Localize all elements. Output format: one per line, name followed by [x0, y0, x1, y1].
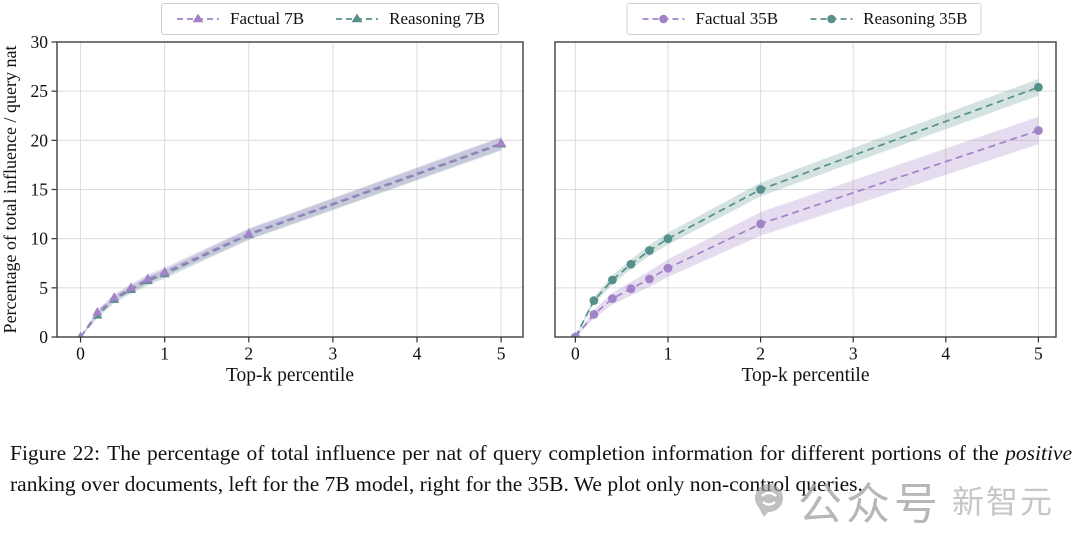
factual-7b-markers	[77, 137, 507, 337]
figure-caption-text-after: ranking over documents, left for the 7B …	[10, 472, 863, 496]
reasoning-7b-confidence-band	[80, 137, 502, 337]
factual-35b-confidence-band	[575, 116, 1039, 337]
svg-text:2: 2	[244, 344, 253, 364]
series-layer	[570, 78, 1043, 337]
legend-item-reasoning-35b: Reasoning 35B	[808, 9, 968, 29]
factual-35b-line	[574, 129, 1039, 337]
svg-text:20: 20	[31, 130, 49, 150]
svg-text:5: 5	[1034, 344, 1043, 364]
legend-item-factual-7b: Factual 7B	[175, 9, 304, 29]
svg-text:15: 15	[31, 180, 49, 200]
plot-35b: 0 1 2 3 4 5 Top-k percentile	[554, 41, 1057, 386]
factual-7b-line	[79, 142, 502, 337]
plot-7b: 0 1 2 3 4 5 0 5 10 15 20 25 30 Top-k percentile Percen…	[0, 32, 524, 386]
series-layer	[77, 136, 507, 337]
svg-text:5: 5	[39, 278, 48, 298]
svg-text:0: 0	[76, 344, 85, 364]
figure-caption-italic-word: positive	[1005, 441, 1072, 465]
svg-text:4: 4	[941, 344, 950, 364]
figure-charts-row: Factual 7B Reasoning 7B 0 1 2 3 4 5 0 5 10 15 20 25…	[0, 0, 1080, 398]
legend-item-factual-35b: Factual 35B	[641, 9, 779, 29]
chart-7b: Factual 7B Reasoning 7B 0 1 2 3 4 5 0 5 10 15 20 25…	[0, 0, 540, 398]
factual-7b-confidence-band	[80, 136, 502, 337]
reasoning-35b-line	[574, 86, 1039, 337]
y-tick-labels: 0 5 10 15 20 25 30	[31, 32, 49, 347]
factual-7b-marker-sample	[177, 13, 219, 23]
svg-text:3: 3	[329, 344, 338, 364]
legend-label-reasoning-35b: Reasoning 35B	[863, 9, 968, 28]
svg-text:3: 3	[849, 344, 858, 364]
svg-text:25: 25	[31, 81, 49, 101]
legend-7b: Factual 7B Reasoning 7B	[161, 3, 499, 35]
figure-caption-text-before: The percentage of total influence per na…	[107, 441, 1006, 465]
reasoning-7b-marker-sample	[336, 13, 379, 23]
x-tick-labels: 0 1 2 3 4 5	[571, 344, 1043, 364]
plot-border	[554, 41, 1057, 338]
figure-caption: Figure 22: The percentage of total influe…	[10, 438, 1072, 500]
x-axis-label: Top-k percentile	[226, 365, 354, 386]
legend-label-reasoning-7b: Reasoning 7B	[389, 9, 485, 28]
svg-text:30: 30	[31, 32, 49, 52]
svg-text:10: 10	[31, 229, 49, 249]
axis-ticks	[51, 41, 502, 343]
legend-label-factual-7b: Factual 7B	[230, 9, 305, 28]
svg-text:0: 0	[39, 327, 48, 347]
svg-text:0: 0	[571, 344, 580, 364]
chart-35b: Factual 35B Reasoning 35B 0 1 2 3 4 5 Top-k pe…	[540, 0, 1080, 398]
y-axis-label: Percentage of total influence / query na…	[0, 46, 20, 334]
svg-text:4: 4	[413, 344, 422, 364]
svg-text:5: 5	[497, 344, 506, 364]
x-axis-label: Top-k percentile	[741, 365, 869, 386]
x-tick-labels: 0 1 2 3 4 5	[76, 344, 506, 364]
factual-35b-marker-sample	[642, 14, 685, 24]
svg-text:1: 1	[160, 344, 169, 364]
figure-caption-label: Figure 22:	[10, 441, 101, 465]
legend-item-reasoning-7b: Reasoning 7B	[334, 9, 485, 29]
svg-text:1: 1	[664, 344, 673, 364]
legend-label-factual-35b: Factual 35B	[695, 9, 779, 28]
legend-35b: Factual 35B Reasoning 35B	[626, 3, 982, 35]
factual-35b-markers	[570, 126, 1043, 337]
svg-text:2: 2	[756, 344, 765, 364]
reasoning-35b-markers	[570, 82, 1043, 337]
reasoning-35b-marker-sample	[810, 14, 853, 24]
reasoning-7b-line	[79, 143, 502, 337]
axis-ticks	[574, 337, 1040, 343]
